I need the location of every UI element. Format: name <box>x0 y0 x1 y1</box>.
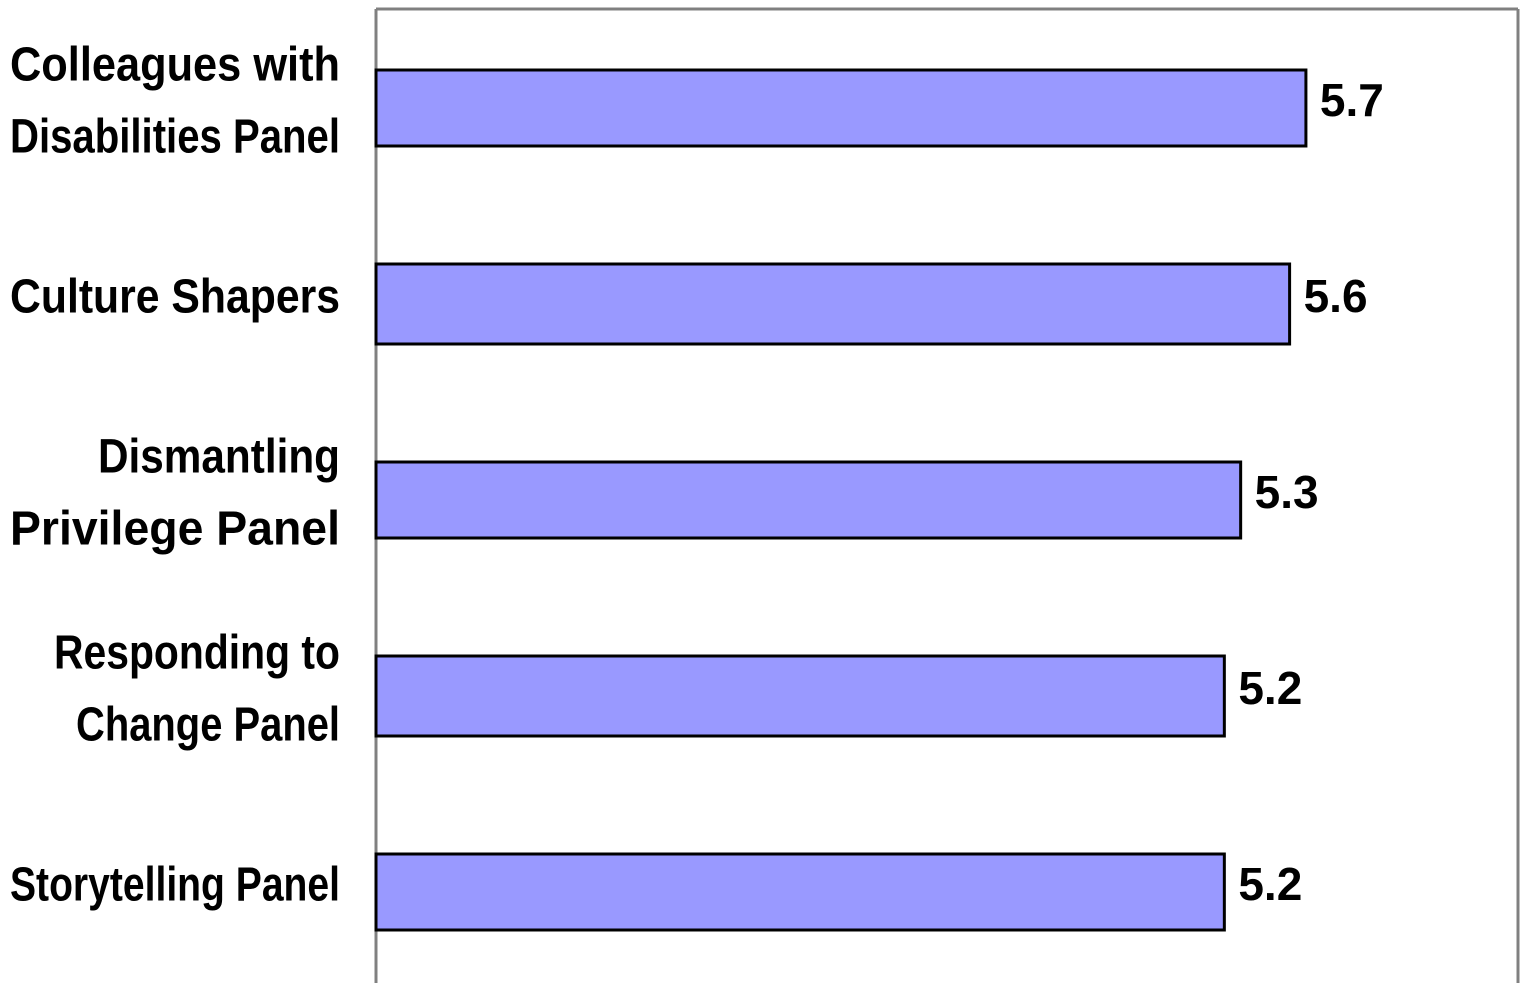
bar <box>374 654 1226 738</box>
bar <box>374 460 1243 540</box>
bars-group <box>374 68 1308 932</box>
category-label: Culture Shapers <box>10 271 340 324</box>
data-label: 5.2 <box>1238 858 1302 910</box>
bar <box>374 68 1308 148</box>
category-labels-group: Colleagues with Disabilities Panel Culture… <box>10 39 340 912</box>
data-label: 5.6 <box>1304 270 1368 322</box>
category-label: Storytelling Panel <box>10 859 340 912</box>
category-label: Responding to <box>54 627 340 680</box>
category-label: Dismantling <box>98 431 340 484</box>
category-label: Change Panel <box>76 699 340 752</box>
category-label: Privilege Panel <box>10 503 340 556</box>
data-label: 5.7 <box>1320 74 1384 126</box>
bar <box>374 852 1226 932</box>
category-label: Colleagues with <box>10 39 340 92</box>
data-labels-group: 5.7 5.6 5.3 5.2 5.2 <box>1238 74 1384 910</box>
bar <box>374 262 1292 346</box>
category-label: Disabilities Panel <box>10 111 340 164</box>
data-label: 5.3 <box>1255 466 1319 518</box>
data-label: 5.2 <box>1238 662 1302 714</box>
